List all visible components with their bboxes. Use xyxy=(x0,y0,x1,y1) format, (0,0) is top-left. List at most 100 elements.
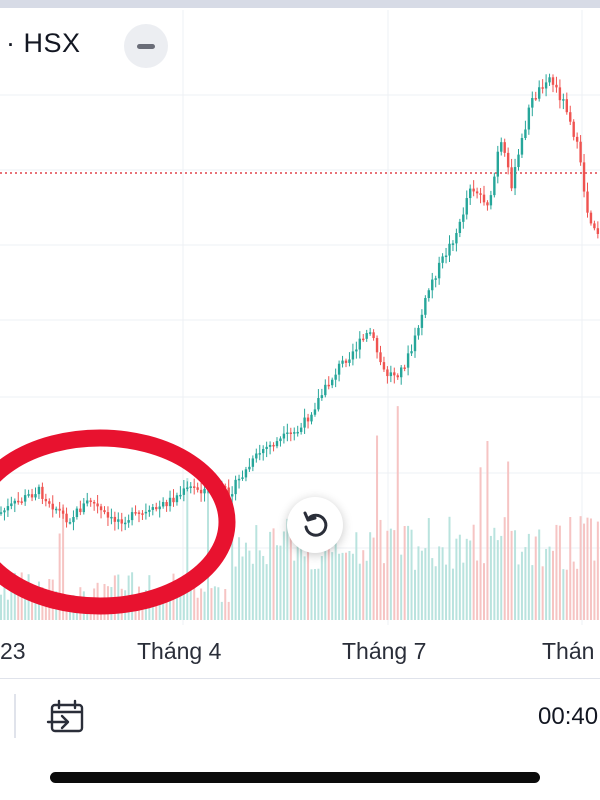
volume-bar xyxy=(414,569,416,620)
volume-bar xyxy=(420,550,423,620)
candle-body xyxy=(89,500,92,502)
candle-body xyxy=(320,395,324,399)
candle-body xyxy=(472,188,475,192)
candle-body xyxy=(455,232,458,244)
goto-date-button[interactable] xyxy=(46,698,88,738)
candle-body xyxy=(51,503,54,510)
volume-bar xyxy=(286,518,289,620)
candle-body xyxy=(227,487,230,497)
volume-bar xyxy=(548,546,551,620)
candle-body xyxy=(382,362,386,370)
candle-body xyxy=(127,520,130,523)
candle-body xyxy=(0,512,3,514)
reset-chart-button[interactable] xyxy=(287,497,343,553)
volume-bar xyxy=(186,478,189,620)
candle-body xyxy=(86,500,89,504)
candle-body xyxy=(444,255,448,258)
candle-body xyxy=(168,497,172,507)
candle-body xyxy=(55,508,58,511)
candle-body xyxy=(30,494,34,498)
candle-body xyxy=(255,453,258,459)
volume-bar xyxy=(155,600,158,620)
toolbar-separator xyxy=(14,694,16,738)
volume-bar xyxy=(403,526,406,620)
candle-body xyxy=(396,375,399,378)
candle-body xyxy=(596,228,600,234)
candlestick-chart[interactable] xyxy=(0,0,600,680)
volume-bar xyxy=(265,564,268,620)
volume-bar xyxy=(189,584,192,620)
volume-bar xyxy=(448,516,451,620)
candle-body xyxy=(155,507,158,510)
calendar-arrow-icon xyxy=(46,699,84,733)
volume-bar xyxy=(345,552,347,620)
candle-body xyxy=(106,512,110,518)
candle-body xyxy=(548,77,551,83)
volume-bar xyxy=(496,540,499,620)
volume-bar xyxy=(376,435,379,620)
volume-bar xyxy=(303,556,306,620)
candle-body xyxy=(92,501,96,504)
candle-body xyxy=(120,519,123,524)
candle-body xyxy=(462,214,465,222)
candle-body xyxy=(241,477,244,479)
candle-body xyxy=(130,512,134,521)
volume-bar xyxy=(531,565,534,620)
volume-bar xyxy=(310,569,313,620)
volume-bar xyxy=(520,551,523,620)
volume-bar xyxy=(272,528,275,620)
volume-bar xyxy=(410,529,413,620)
volume-bar xyxy=(276,545,278,620)
rotate-left-icon xyxy=(303,511,328,537)
volume-bar xyxy=(538,529,541,620)
candle-body xyxy=(389,372,393,377)
candle-body xyxy=(358,338,361,350)
volume-bar xyxy=(327,521,330,620)
candle-body xyxy=(317,398,320,410)
volume-bar xyxy=(24,597,27,620)
candle-body xyxy=(96,503,99,507)
volume-bar xyxy=(289,532,292,620)
candle-body xyxy=(82,503,85,513)
home-indicator[interactable] xyxy=(50,772,540,783)
candle-body xyxy=(6,506,10,511)
volume-bar xyxy=(320,556,323,620)
volume-bar xyxy=(545,548,548,620)
candle-body xyxy=(151,507,154,510)
candle-body xyxy=(510,167,513,189)
candle-body xyxy=(161,502,165,507)
candle-body xyxy=(437,262,441,279)
candle-body xyxy=(406,353,410,368)
volume-bar xyxy=(541,566,544,620)
volume-bar xyxy=(182,578,185,620)
candle-body xyxy=(186,487,189,489)
volume-bar xyxy=(338,553,341,620)
volume-bar xyxy=(596,521,599,620)
candle-body xyxy=(113,516,117,522)
volume-bar xyxy=(203,591,206,620)
candle-body xyxy=(286,432,289,434)
volume-bar xyxy=(348,551,351,620)
collapse-button[interactable] xyxy=(124,24,168,68)
candle-body xyxy=(410,351,413,354)
volume-bar xyxy=(238,537,241,620)
candle-body xyxy=(538,87,541,99)
volume-bar xyxy=(389,528,392,620)
volume-bar xyxy=(175,597,178,620)
volume-bar xyxy=(262,555,265,620)
volume-bar xyxy=(431,558,434,620)
volume-bar xyxy=(555,524,558,620)
exchange-label: · HSX xyxy=(6,28,81,58)
volume-bar xyxy=(313,569,316,620)
volume-bar xyxy=(179,591,182,620)
candle-body xyxy=(75,508,79,518)
candle-body xyxy=(203,488,206,494)
candle-body xyxy=(37,486,41,495)
candle-body xyxy=(303,417,306,428)
volume-bar xyxy=(462,562,465,620)
volume-bar xyxy=(472,524,475,620)
candle-body xyxy=(17,500,20,503)
x-tick-label: Thán xyxy=(542,638,595,664)
volume-bar xyxy=(341,552,344,620)
candle-body xyxy=(417,327,420,336)
